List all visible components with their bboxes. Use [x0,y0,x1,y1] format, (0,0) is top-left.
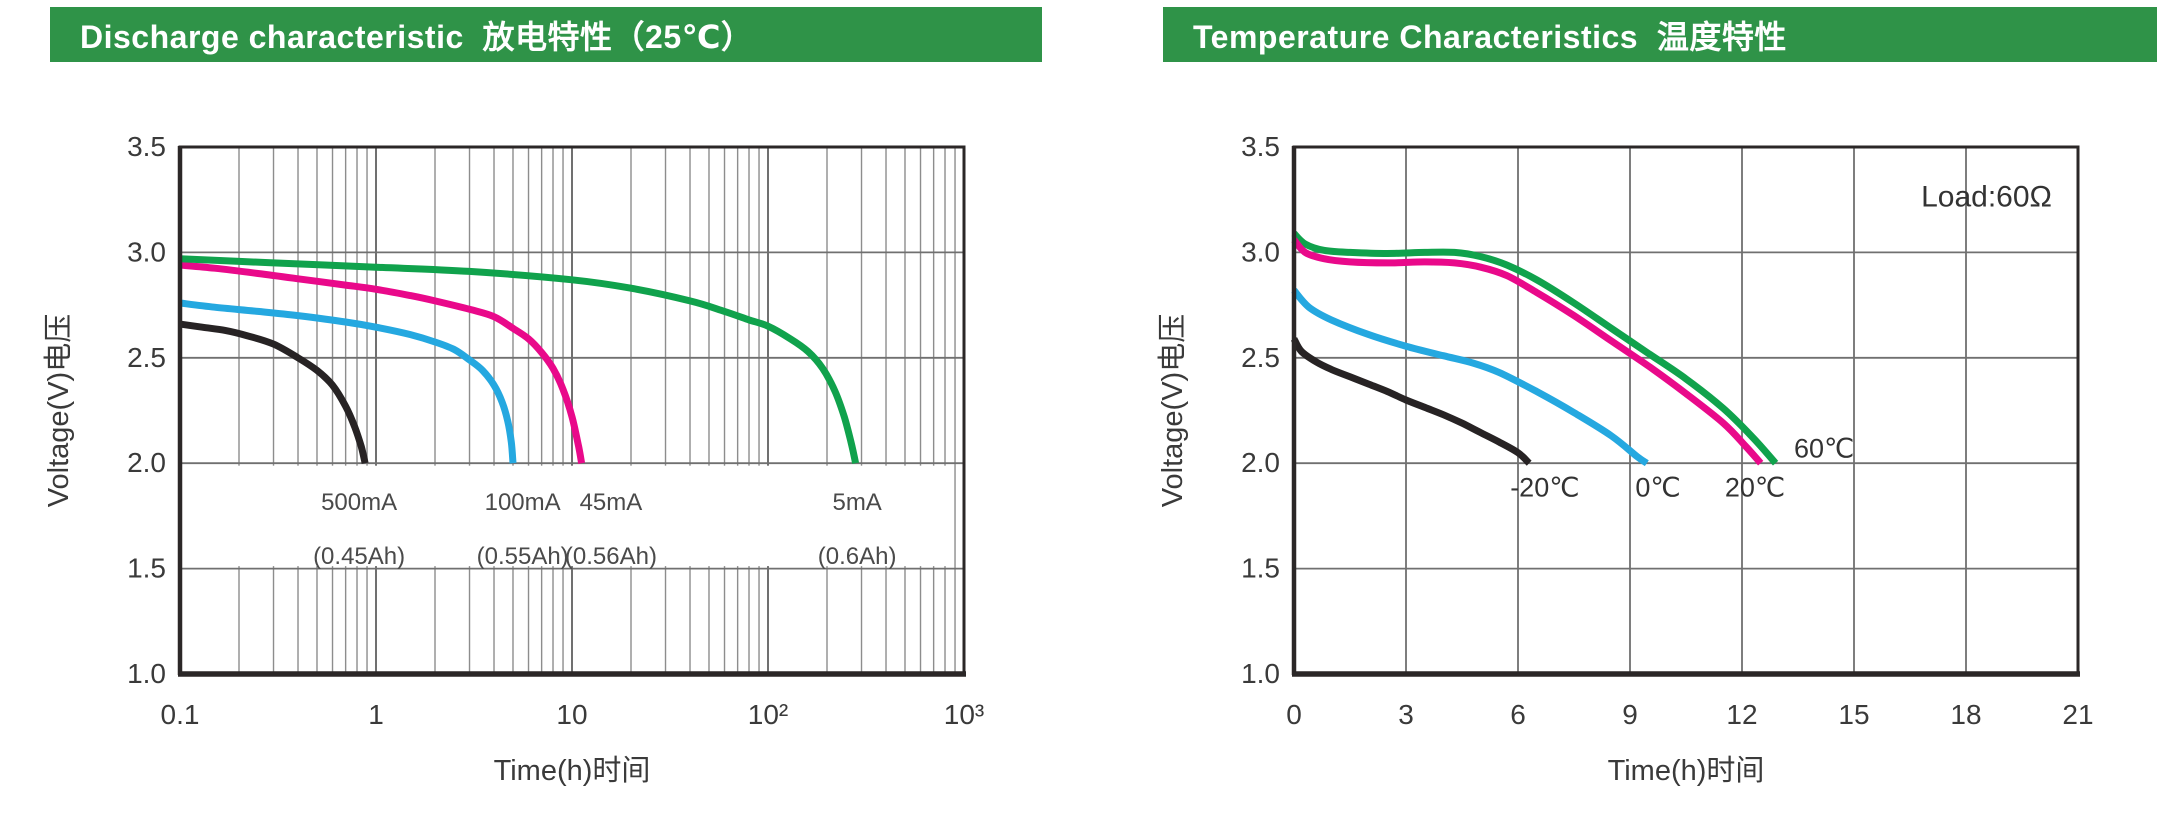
curve-100mA [179,299,517,464]
curve-60℃ [1291,230,1779,466]
x-tick-label: 6 [1510,699,1526,730]
discharge-title-banner: Discharge characteristic 放电特性（25℃） [50,7,1042,62]
discharge-title: Discharge characteristic 放电特性（25℃） [80,18,754,55]
x-tick-label: 18 [1950,699,1981,730]
series-capacity-5mA: (0.6Ah) [818,543,897,570]
series-capacity-500mA: (0.45Ah) [313,543,405,570]
x-tick-label: 21 [2062,699,2093,730]
y-tick-label: 1.0 [127,658,166,689]
y-tick-label: 3.0 [127,236,166,267]
x-tick-label: 10³ [944,699,984,730]
annotation-60℃: 60℃ [1794,433,1854,463]
annotation--20℃: -20℃ [1510,472,1579,502]
y-tick-label: 1.0 [1241,658,1280,689]
series-label-45mA: 45mA [580,489,643,516]
temperature-title: Temperature Characteristics 温度特性 [1193,18,1787,55]
y-tick-label: 2.5 [127,342,166,373]
annotation-20℃: 20℃ [1725,472,1785,502]
y-tick-label: 3.0 [1241,236,1280,267]
plot-frame [1292,145,2080,676]
curve--20℃ [1290,337,1532,466]
series-capacity-45mA: (0.56Ah) [565,543,657,570]
y-tick-label: 2.5 [1241,342,1280,373]
series-label-band [182,465,953,567]
x-tick-label: 3 [1398,699,1414,730]
series-label-5mA: 5mA [832,489,881,516]
x-axis-title: Time(h)时间 [494,754,651,787]
y-axis-title: Voltage(V)电压 [1156,314,1189,507]
x-tick-label: 0 [1286,699,1302,730]
curve-45mA [179,261,586,464]
x-tick-label: 10² [748,699,788,730]
series-capacity-100mA: (0.55Ah) [477,543,569,570]
x-tick-label: 12 [1726,699,1757,730]
x-tick-label: 1 [368,699,384,730]
annotation-0℃: 0℃ [1635,472,1680,502]
curve-0℃ [1291,288,1649,467]
curve-5mA [179,255,860,464]
x-tick-label: 15 [1838,699,1869,730]
curve-20℃ [1291,237,1764,466]
x-tick-label: 0.1 [161,699,200,730]
y-tick-label: 1.5 [127,553,166,584]
y-tick-label: 3.5 [127,131,166,162]
series-label-100mA: 100mA [485,489,561,516]
curve-500mA [179,320,369,464]
y-tick-label: 2.0 [1241,447,1280,478]
x-axis-title: Time(h)时间 [1608,754,1765,787]
temperature-title-banner: Temperature Characteristics 温度特性 [1163,7,2157,62]
y-tick-label: 1.5 [1241,553,1280,584]
series-label-500mA: 500mA [321,489,397,516]
y-tick-label: 2.0 [127,447,166,478]
y-axis-title: Voltage(V)电压 [42,314,75,507]
annotation-Load:60Ω: Load:60Ω [1921,181,2052,214]
y-tick-label: 3.5 [1241,131,1280,162]
x-tick-label: 10 [556,699,587,730]
x-tick-label: 9 [1622,699,1638,730]
